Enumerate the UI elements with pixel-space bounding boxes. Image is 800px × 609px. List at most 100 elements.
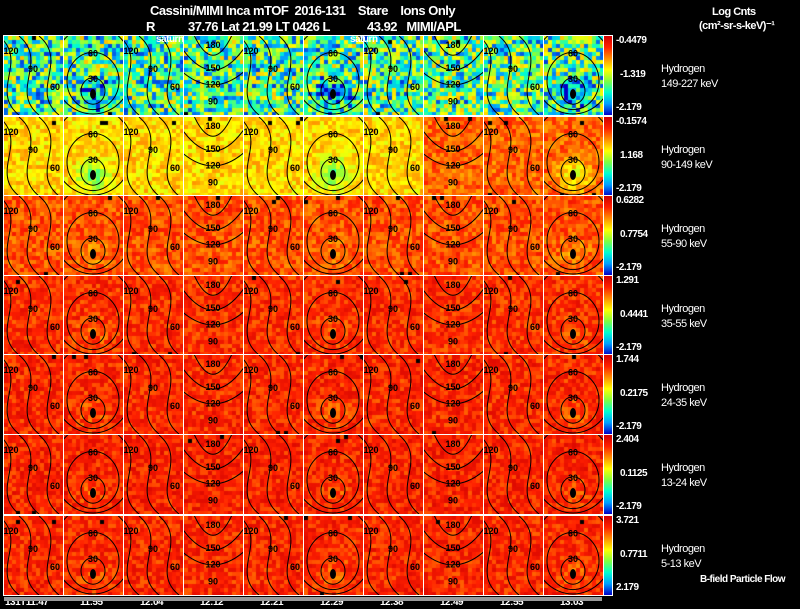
colorbar xyxy=(603,116,613,197)
contour-line xyxy=(138,355,160,434)
field-direction-marker xyxy=(90,249,96,259)
heatmap-panel: 120 90 60 xyxy=(243,116,304,197)
contour-label: 120 xyxy=(124,526,139,536)
contour-line xyxy=(258,276,280,355)
heatmap-cells xyxy=(124,355,183,434)
contour-label: 150 xyxy=(445,303,460,313)
contour-lines: 120 90 60 xyxy=(4,435,60,514)
contour-line xyxy=(304,196,363,275)
row-species-label: Hydrogen xyxy=(661,462,705,474)
row-energy-label: 90-149 keV xyxy=(661,159,713,171)
heatmap-cells xyxy=(184,355,243,434)
contour-line xyxy=(398,516,420,595)
heatmap-cells xyxy=(4,196,63,275)
contour-line xyxy=(498,196,520,275)
contour-label: 150 xyxy=(205,144,220,154)
contour-label: 30 xyxy=(328,554,338,564)
contour-line xyxy=(378,355,400,434)
contour-lines: 0306090 xyxy=(64,117,123,196)
colorbar-max-label: -0.1574 xyxy=(616,116,647,127)
heatmap-cells xyxy=(184,276,243,355)
contour-line xyxy=(18,196,40,275)
heatmap-cells xyxy=(124,36,183,115)
contour-label: 150 xyxy=(445,63,460,73)
heatmap-panel: 0306090 xyxy=(543,515,604,596)
contour-line xyxy=(138,196,160,275)
contour-label: 60 xyxy=(568,288,578,298)
heatmap-cells xyxy=(424,117,483,196)
contour-line xyxy=(518,435,540,514)
contour-line xyxy=(66,51,120,111)
contour-line xyxy=(304,36,363,115)
contour-line xyxy=(66,132,120,192)
contour-line xyxy=(38,435,60,514)
contour-lines: 0306090 xyxy=(544,36,603,115)
heatmap-panel: 0306090 xyxy=(303,354,364,435)
contour-line xyxy=(498,516,520,595)
contour-label: 60 xyxy=(410,401,420,411)
contour-label: 120 xyxy=(244,445,259,455)
heatmap-panel: 180 150 120 90 xyxy=(183,515,244,596)
contour-line xyxy=(484,520,500,595)
contour-line xyxy=(434,516,472,536)
contour-label: 90 xyxy=(448,336,458,346)
heatmap-cells xyxy=(244,36,303,115)
contour-line xyxy=(498,36,520,115)
contour-label: 90 xyxy=(388,224,398,234)
contour-line xyxy=(560,557,586,585)
contour-lines: 120 90 60 xyxy=(484,117,540,196)
heatmap-cells xyxy=(64,276,123,355)
contour-line xyxy=(158,196,180,275)
contour-label: 180 xyxy=(445,200,460,210)
colorbar-max-label: -0.4479 xyxy=(616,35,647,46)
contour-line xyxy=(306,211,360,271)
contour-line xyxy=(184,48,243,71)
contour-label: 60 xyxy=(328,367,338,377)
contour-line xyxy=(66,370,120,430)
contour-label: 90 xyxy=(148,383,158,393)
contour-line xyxy=(258,36,280,115)
contour-line xyxy=(518,196,540,275)
heatmap-cells xyxy=(484,355,543,434)
contour-line xyxy=(18,355,40,434)
contour-label: 180 xyxy=(445,40,460,50)
contour-line xyxy=(320,158,346,186)
colorbar-mid-label: -1.319 xyxy=(620,69,646,80)
contour-line xyxy=(398,355,420,434)
contour-line xyxy=(518,36,540,115)
contour-line xyxy=(560,317,586,345)
contour-label: 90 xyxy=(508,145,518,155)
contour-line xyxy=(304,516,363,595)
heatmap-cells xyxy=(544,36,603,115)
heatmap-panel: 180 150 120 90 xyxy=(183,35,244,116)
heatmap-panel: 120 90 60 xyxy=(363,195,424,276)
contour-label: 30 xyxy=(88,155,98,165)
colorbar-mid-label: 0.1125 xyxy=(620,468,648,479)
contour-line xyxy=(158,435,180,514)
contour-label: 120 xyxy=(244,206,259,216)
contour-line xyxy=(38,355,60,434)
contour-label: 60 xyxy=(410,82,420,92)
contour-lines: 0306090 xyxy=(304,36,363,115)
contour-label: 60 xyxy=(88,367,98,377)
contour-label: 60 xyxy=(410,481,420,491)
field-direction-marker xyxy=(90,569,96,579)
colorbar-max-label: 0.6282 xyxy=(616,195,644,206)
field-direction-marker xyxy=(90,408,96,418)
heatmap-panel: 120 90 60 xyxy=(3,195,64,276)
contour-line xyxy=(194,516,232,536)
contour-line xyxy=(424,367,483,390)
heatmap-panel: 120 90 60 xyxy=(483,515,544,596)
heatmap-panel: 120 90 60 xyxy=(123,275,184,356)
contour-lines: 120 90 60 xyxy=(244,36,300,115)
heatmap-panel: 0306090 xyxy=(303,275,364,356)
contour-label: 120 xyxy=(4,127,19,137)
heatmap-panel: 120 90 60 xyxy=(243,515,304,596)
contour-label: 60 xyxy=(328,48,338,58)
contour-label: 30 xyxy=(568,393,578,403)
contour-line xyxy=(18,516,40,595)
contour-label: 60 xyxy=(290,562,300,572)
orbit-r-label: R xyxy=(146,19,155,34)
contour-label: 120 xyxy=(244,526,259,536)
